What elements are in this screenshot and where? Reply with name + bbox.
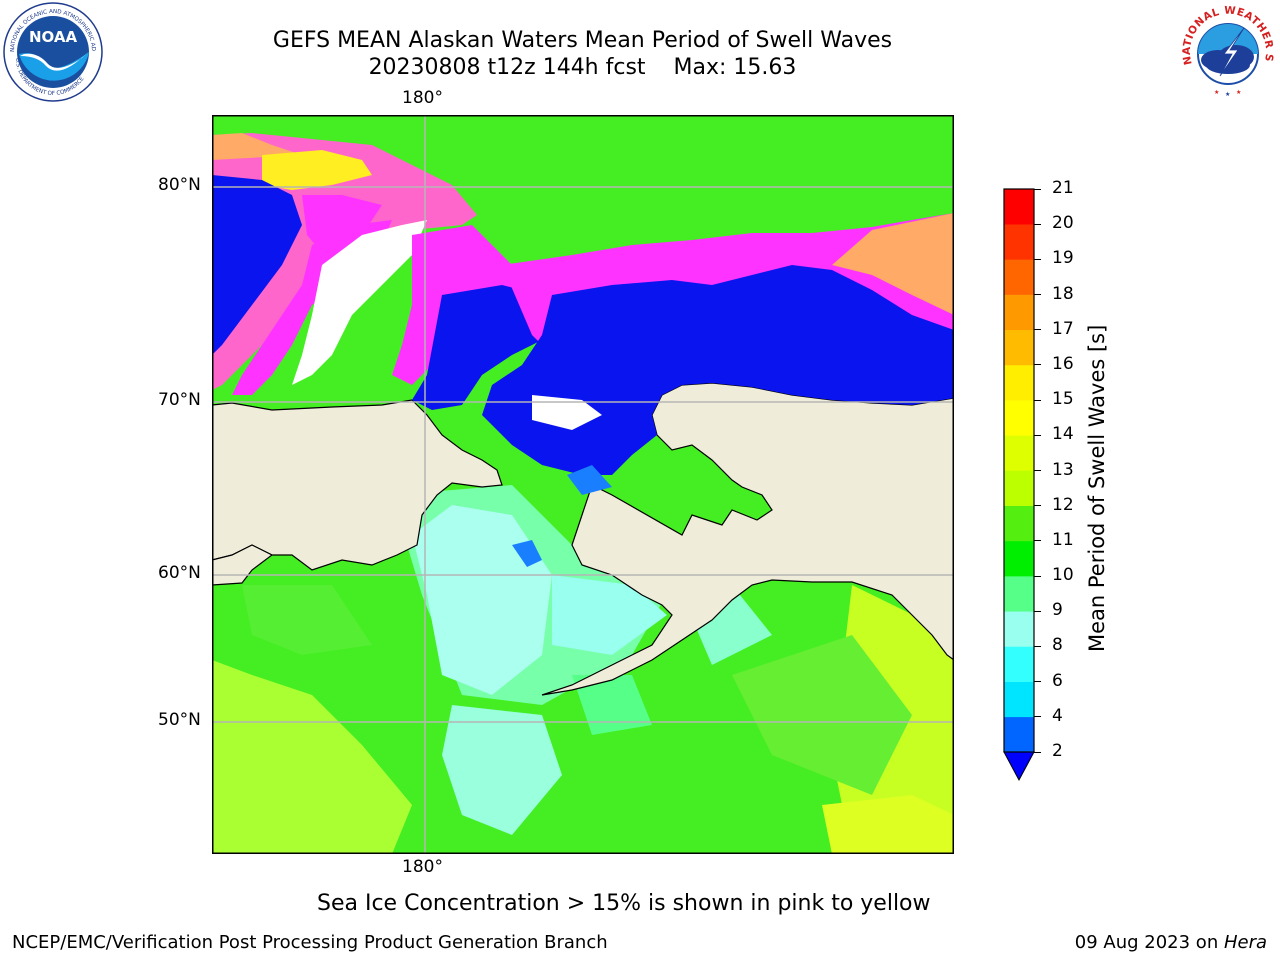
footer-machine: Hera [1223, 932, 1267, 953]
forecast-date: 20230808 t12z 144h fcst [368, 55, 646, 80]
colorbar-tick-mark [1034, 399, 1041, 401]
colorbar-tick-mark [1034, 645, 1041, 647]
colorbar-tick-mark [1034, 258, 1041, 260]
colorbar-tick-label: 21 [1052, 178, 1074, 198]
svg-text:★: ★ [1225, 91, 1230, 98]
noaa-logo: NATIONAL OCEANIC AND ATMOSPHERIC ADMINIS… [2, 2, 103, 102]
colorbar-tick-label: 6 [1052, 670, 1063, 691]
colorbar-segment [1004, 329, 1034, 366]
colorbar-tick-label: 8 [1052, 635, 1063, 656]
colorbar-label: Mean Period of Swell Waves [s] [1085, 324, 1109, 652]
colorbar-tick-label: 9 [1052, 600, 1063, 621]
colorbar-tick-mark [1034, 610, 1041, 612]
lon-label-top: 180° [402, 88, 443, 108]
colorbar-segment [1004, 611, 1034, 647]
max-value: Max: 15.63 [673, 55, 797, 80]
colorbar-tick-label: 19 [1052, 248, 1074, 269]
svg-text:★: ★ [1214, 89, 1219, 96]
colorbar-tick-mark [1034, 188, 1041, 190]
colorbar-tick-label: 10 [1052, 565, 1074, 586]
footer-date-text: 09 Aug 2023 on [1074, 932, 1224, 953]
lat-label-50: 50°N [158, 710, 201, 730]
colorbar-tick-mark [1034, 716, 1041, 718]
colorbar-tick-mark [1034, 470, 1041, 471]
colorbar-extend-arrow [1003, 751, 1035, 782]
colorbar-tick-label: 4 [1052, 705, 1063, 726]
colorbar-tick-label: 20 [1052, 213, 1074, 234]
colorbar-segment [1004, 681, 1034, 718]
colorbar-tick-label: 14 [1052, 424, 1074, 445]
svg-text:★: ★ [1236, 89, 1241, 96]
lat-label-70: 70°N [158, 390, 201, 410]
colorbar-segment [1004, 189, 1034, 225]
colorbar-segment [1004, 364, 1034, 401]
footer-date: 09 Aug 2023 on Hera [1075, 932, 1267, 953]
colorbar-segment [1004, 716, 1034, 753]
colorbar-tick-label: 11 [1052, 529, 1074, 550]
colorbar-tick-label: 15 [1052, 389, 1074, 410]
nws-logo: NATIONAL WEATHER SERVICE ★ ★ ★ [1178, 2, 1276, 100]
map-gridlines [212, 115, 954, 854]
colorbar-tick-mark [1034, 329, 1041, 331]
colorbar-tick-mark [1034, 681, 1041, 683]
map-title: GEFS MEAN Alaskan Waters Mean Period of … [272, 28, 893, 53]
colorbar-tick-mark [1034, 434, 1041, 436]
colorbar-tick-mark [1034, 294, 1041, 296]
noaa-text: NOAA [29, 28, 78, 46]
footer-branch: NCEP/EMC/Verification Post Processing Pr… [12, 932, 608, 953]
colorbar-segment [1004, 470, 1034, 506]
lon-label-bottom: 180° [402, 857, 443, 877]
colorbar-segment [1004, 224, 1034, 260]
colorbar-tick-mark [1034, 364, 1041, 366]
colorbar-segment [1004, 505, 1034, 542]
colorbar-tick-label: 17 [1052, 318, 1074, 339]
colorbar [1003, 188, 1035, 782]
land-siberia [212, 399, 503, 571]
colorbar-tick-label: 16 [1052, 353, 1074, 374]
lat-label-80: 80°N [158, 175, 201, 195]
colorbar-segment [1004, 294, 1034, 331]
colorbar-segment [1004, 576, 1034, 612]
colorbar-segment [1004, 540, 1034, 577]
map-panel [212, 115, 954, 854]
map-subtitle: 20230808 t12z 144h fcst Max: 15.63 [0, 55, 1165, 81]
colorbar-tick-mark [1034, 505, 1041, 507]
colorbar-tick-label: 2 [1052, 741, 1063, 761]
colorbar-segment [1004, 646, 1034, 682]
colorbar-tick-label: 18 [1052, 283, 1074, 304]
colorbar-tick-mark [1034, 751, 1041, 753]
colorbar-segment [1004, 435, 1034, 471]
colorbar-tick-label: 12 [1052, 494, 1074, 515]
lat-label-60: 60°N [158, 563, 201, 583]
colorbar-tick-label: 13 [1052, 459, 1074, 480]
map-frame [212, 115, 954, 854]
colorbar-segment [1004, 400, 1034, 436]
colorbar-tick-mark [1034, 540, 1041, 542]
sea-ice-field [212, 133, 954, 567]
colorbar-tick-mark [1034, 223, 1041, 225]
colorbar-tick-mark [1034, 575, 1041, 577]
sea-ice-note: Sea Ice Concentration > 15% is shown in … [317, 891, 931, 916]
colorbar-segment [1004, 259, 1034, 295]
